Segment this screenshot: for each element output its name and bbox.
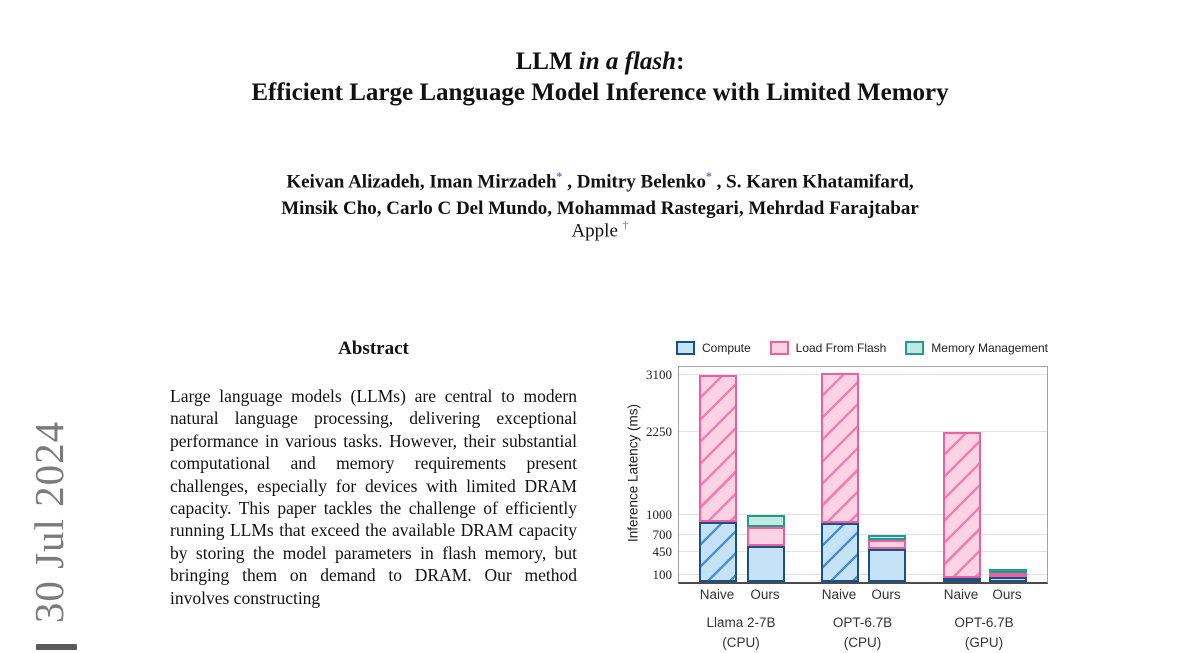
legend-label: Load From Flash <box>795 341 887 355</box>
legend-swatch-icon <box>769 341 789 355</box>
y-tick-label: 700 <box>652 527 673 543</box>
arxiv-stamp-date: 30 Jul 2024 <box>26 420 72 624</box>
group-label: Llama 2-7B (CPU) <box>686 613 796 653</box>
title-plain: LLM <box>515 48 579 75</box>
compute-segment <box>943 578 981 582</box>
load-from-flash-segment <box>868 540 906 549</box>
memory-management-segment <box>868 535 906 540</box>
group-label-device: (CPU) <box>722 635 760 650</box>
group-label-model: OPT-6.7B <box>832 615 893 630</box>
x-tick-naive: Naive <box>943 587 979 602</box>
bar-naive-1 <box>699 375 737 582</box>
bar-ours-1 <box>747 515 785 582</box>
legend-item-load-from-flash: Load From Flash <box>769 341 887 355</box>
y-tick-label: 3100 <box>646 367 672 383</box>
paper-title-line1: LLM in a flash: <box>0 46 1200 77</box>
compute-segment <box>868 549 906 582</box>
legend-item-memory-management: Memory Management <box>905 341 1048 355</box>
title-italic: in a flash <box>578 48 677 75</box>
legend-swatch-icon <box>905 341 925 355</box>
footnote-star-1: * <box>556 170 563 183</box>
title-colon: : <box>676 48 685 75</box>
footnote-dagger: † <box>622 219 629 232</box>
x-tick-naive: Naive <box>821 587 857 602</box>
abstract-heading: Abstract <box>338 338 409 359</box>
compute-segment <box>747 546 785 582</box>
author-line-1: Keivan Alizadeh, Iman Mirzadeh* , Dmitry… <box>0 163 1200 195</box>
bar-ours-3 <box>989 569 1027 582</box>
author-names-a: Keivan Alizadeh, Iman Mirzadeh <box>286 171 557 193</box>
legend-label: Compute <box>702 341 751 355</box>
bar-ours-2 <box>868 535 906 582</box>
arxiv-stamp-clipped-fragment <box>36 644 77 650</box>
y-tick-label: 100 <box>652 567 673 583</box>
compute-segment <box>699 521 737 582</box>
y-tick-label: 2250 <box>646 424 672 439</box>
gridline <box>679 514 1047 516</box>
gridline <box>679 551 1047 552</box>
load-from-flash-segment <box>699 375 737 522</box>
group-label-device: (GPU) <box>964 635 1004 650</box>
gridline <box>679 574 1047 576</box>
legend-swatch-icon <box>676 341 695 355</box>
bar-naive-3 <box>943 432 981 582</box>
memory-management-segment <box>989 569 1027 574</box>
author-list: Keivan Alizadeh, Iman Mirzadeh* , Dmitry… <box>0 163 1200 222</box>
load-from-flash-segment <box>943 432 981 578</box>
author-names-b: , Dmitry Belenko <box>562 171 706 193</box>
gridline <box>679 431 1047 432</box>
x-tick-ours: Ours <box>871 587 901 602</box>
load-from-flash-segment <box>821 373 859 523</box>
compute-segment <box>821 522 859 582</box>
group-label: OPT-6.7B (CPU) <box>808 613 918 653</box>
gridline <box>679 534 1047 536</box>
y-tick-label: 450 <box>652 544 673 559</box>
gridline <box>679 374 1047 376</box>
load-from-flash-segment <box>989 573 1027 578</box>
abstract-text: Large language models (LLMs) are central… <box>170 386 577 608</box>
footnote-star-2: * <box>705 170 712 183</box>
legend-item-compute: Compute <box>676 341 751 355</box>
group-label-model: Llama 2-7B <box>706 615 776 630</box>
x-tick-ours: Ours <box>992 587 1022 602</box>
group-label-model: OPT-6.7B <box>954 615 1014 630</box>
group-label: OPT-6.7B (GPU) <box>929 613 1039 653</box>
x-tick-ours: Ours <box>750 587 780 602</box>
affiliation: Apple † <box>0 219 1200 242</box>
author-line-2: Minsik Cho, Carlo C Del Mundo, Mohammad … <box>281 198 919 220</box>
paper-title-line2: Efficient Large Language Model Inference… <box>251 79 949 106</box>
author-names-c: , S. Karen Khatamifard, <box>711 171 914 193</box>
load-from-flash-segment <box>747 526 785 546</box>
latency-bar-chart <box>678 366 1048 584</box>
y-tick-label: 1000 <box>646 507 672 523</box>
affiliation-name: Apple <box>571 220 623 242</box>
legend-label: Memory Management <box>931 341 1048 355</box>
bar-naive-2 <box>821 373 859 582</box>
compute-segment <box>989 577 1027 582</box>
memory-management-segment <box>747 515 785 527</box>
chart-legend: Compute Load From Flash Memory Management <box>676 341 1048 355</box>
paper-title: LLM in a flash: Efficient Large Language… <box>0 46 1200 108</box>
group-label-device: (CPU) <box>843 635 882 650</box>
x-tick-naive: Naive <box>699 587 735 602</box>
